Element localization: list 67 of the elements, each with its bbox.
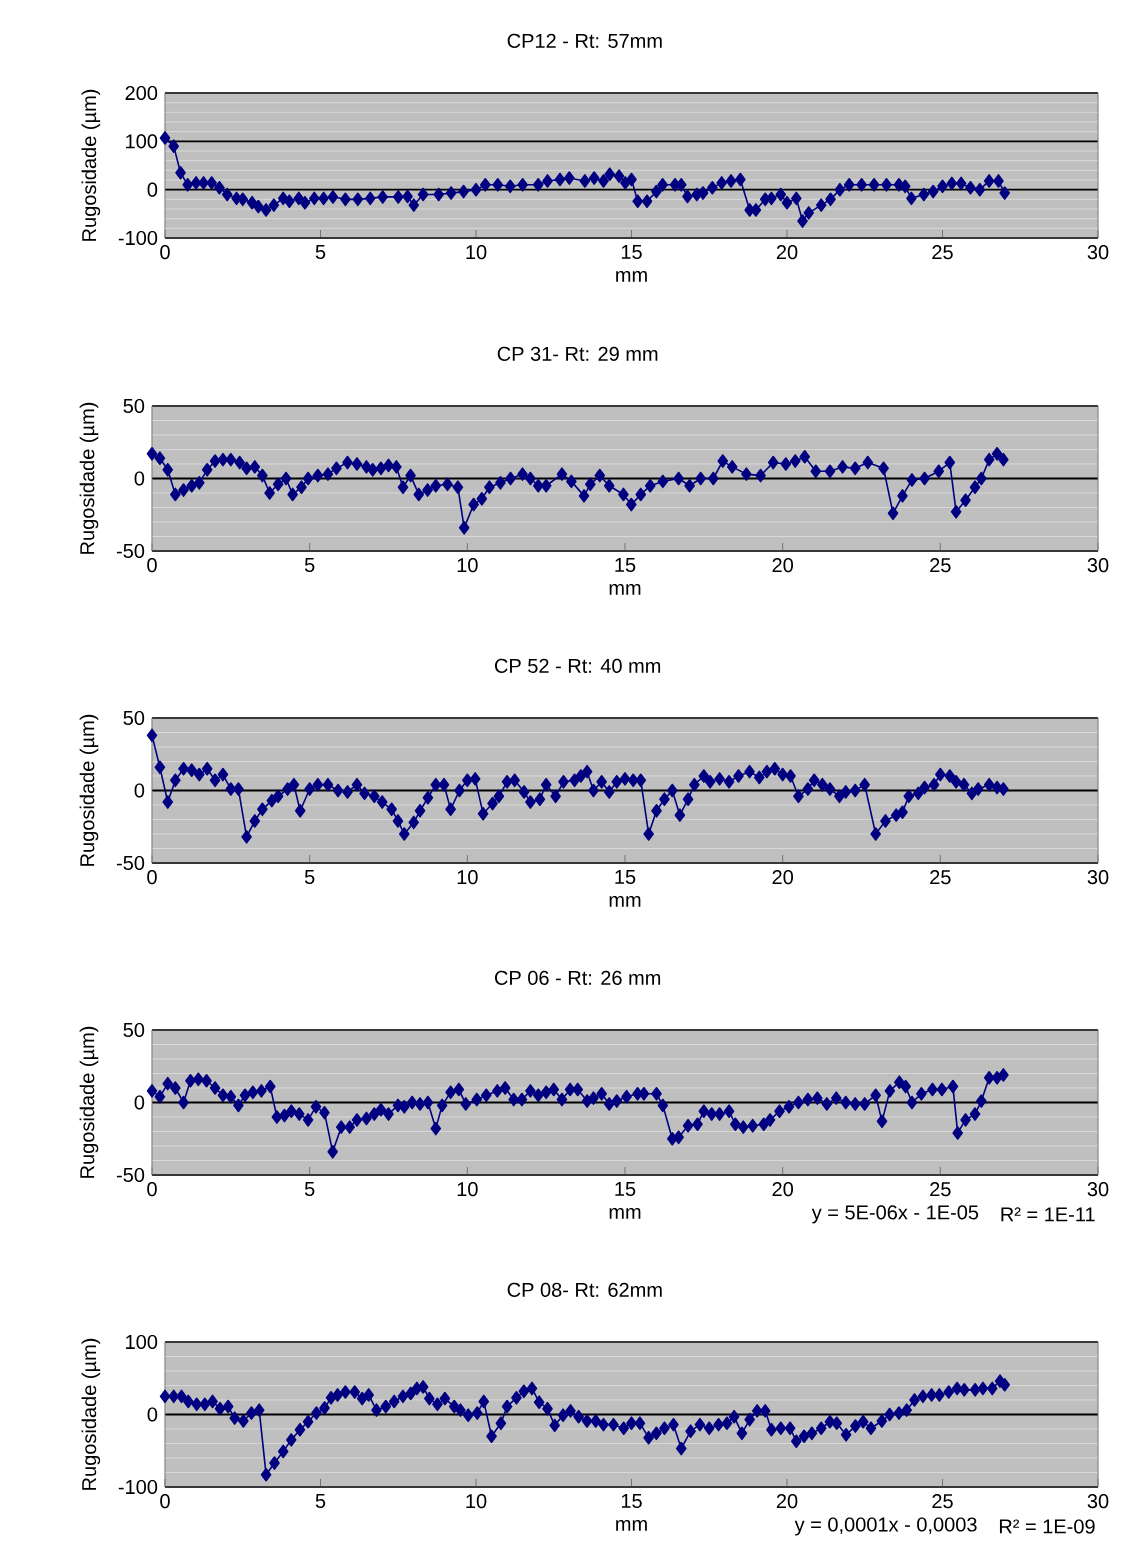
y-tick-label: -100	[118, 230, 158, 246]
y-axis-title: Rugosidade (µm)	[79, 714, 99, 866]
x-axis-title: mm	[609, 895, 641, 907]
y-tick-label: -100	[118, 1479, 158, 1495]
x-tick-label: 15	[615, 558, 636, 573]
x-tick-label: 15	[615, 1182, 636, 1197]
y-axis-title: Rugosidade (µm)	[79, 402, 99, 554]
x-tick-label: 30	[1087, 1182, 1109, 1197]
y-axis-title: Rugosidade (µm)	[81, 1338, 101, 1490]
x-tick-label: 20	[776, 245, 798, 260]
x-tick-label: 5	[304, 870, 315, 885]
text: R² = 1E-11	[1001, 1207, 1095, 1222]
text: R² = 1E-09	[999, 1519, 1095, 1534]
x-tick-label: 10	[457, 1182, 478, 1197]
y-axis-title: Rugosidade (µm)	[81, 89, 101, 241]
x-tick-label: 20	[772, 558, 794, 573]
x-tick-label: 25	[930, 1182, 951, 1197]
x-tick-label: 0	[160, 1494, 170, 1509]
chart-title: CP 08- Rt: 62mm	[507, 1282, 662, 1297]
x-tick-label: 30	[1087, 870, 1109, 885]
x-tick-label: 30	[1087, 1494, 1109, 1509]
text: y = 5E-06x - 1E-05	[811, 1205, 979, 1224]
y-tick-label: -50	[116, 855, 145, 871]
y-tick-label: 0	[134, 783, 145, 798]
x-tick-label: 30	[1087, 558, 1109, 573]
x-tick-label: 25	[930, 870, 951, 885]
x-tick-label: 5	[304, 1182, 315, 1197]
y-tick-label: 100	[126, 1334, 158, 1350]
y-tick-label: 0	[147, 182, 158, 197]
y-tick-label: 50	[123, 710, 145, 726]
x-tick-label: 20	[772, 870, 794, 885]
y-tick-label: 200	[125, 85, 158, 101]
x-tick-label: 10	[466, 245, 487, 260]
y-tick-label: 0	[134, 471, 145, 486]
y-tick-label: 0	[134, 1095, 145, 1110]
x-axis-title: mm	[609, 1207, 641, 1219]
y-tick-label: 50	[123, 398, 145, 414]
x-tick-label: 15	[615, 870, 636, 885]
chart-title: CP 06 - Rt: 26 mm	[494, 970, 661, 985]
y-tick-label: -50	[116, 543, 145, 559]
x-axis-title: mm	[616, 270, 647, 282]
y-tick-label: 50	[123, 1022, 145, 1038]
x-tick-label: 15	[621, 1494, 642, 1509]
text: y = 0,0001x - 0,0003	[794, 1517, 977, 1536]
y-tick-label: 100	[126, 134, 158, 149]
x-tick-label: 30	[1087, 245, 1109, 260]
y-axis-title: Rugosidade (µm)	[79, 1026, 99, 1178]
x-axis-title: mm	[616, 1519, 647, 1531]
x-tick-label: 15	[621, 245, 642, 260]
x-tick-label: 5	[304, 558, 315, 573]
chart-title: CP12 - Rt: 57mm	[507, 33, 662, 48]
chart-title: CP 31- Rt: 29 mm	[497, 346, 658, 361]
x-tick-label: 0	[160, 245, 170, 260]
x-tick-label: 10	[466, 1494, 487, 1509]
x-tick-label: 5	[315, 1494, 326, 1509]
x-tick-label: 25	[932, 245, 953, 260]
x-tick-label: 25	[930, 558, 951, 573]
x-tick-label: 20	[772, 1182, 794, 1197]
x-tick-label: 10	[457, 558, 478, 573]
y-tick-label: 0	[147, 1407, 158, 1422]
chart-title: CP 52 - Rt: 40 mm	[494, 658, 661, 673]
x-tick-label: 25	[932, 1494, 953, 1509]
x-axis-title: mm	[609, 583, 641, 595]
x-tick-label: 20	[776, 1494, 798, 1509]
y-tick-label: -50	[116, 1167, 145, 1183]
x-tick-label: 10	[457, 870, 478, 885]
x-tick-label: 5	[315, 245, 326, 260]
